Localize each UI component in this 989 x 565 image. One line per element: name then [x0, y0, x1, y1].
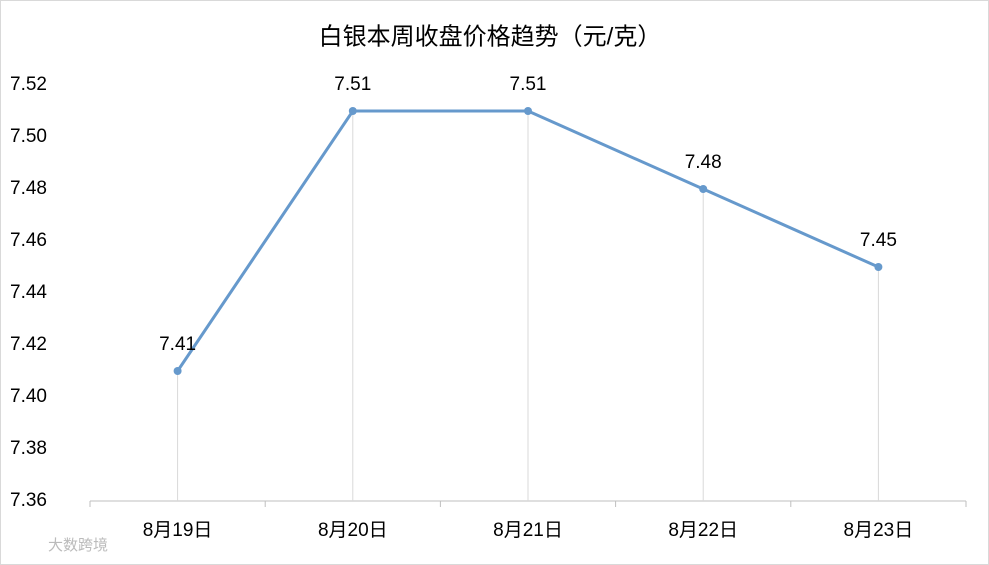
x-tick-label: 8月22日	[668, 520, 738, 541]
data-label: 7.41	[159, 334, 196, 355]
data-point	[874, 263, 883, 271]
data-point	[348, 107, 357, 115]
x-tick-label: 8月20日	[318, 520, 388, 541]
x-tick-label: 8月21日	[493, 520, 563, 541]
data-point	[699, 185, 708, 193]
data-label: 7.51	[510, 74, 547, 95]
data-label: 7.51	[334, 74, 371, 95]
watermark: 大数跨境	[48, 536, 108, 554]
y-tick-label: 7.36	[10, 490, 47, 511]
y-tick-label: 7.52	[10, 74, 47, 95]
y-tick-label: 7.44	[10, 282, 47, 303]
chart-title: 白银本周收盘价格趋势（元/克）	[319, 23, 662, 50]
data-point	[173, 367, 182, 375]
y-tick-label: 7.40	[10, 386, 47, 407]
x-tick-label: 8月19日	[143, 520, 213, 541]
y-tick-label: 7.42	[10, 334, 47, 355]
y-tick-label: 7.48	[10, 178, 47, 199]
y-tick-label: 7.38	[10, 438, 47, 459]
data-label: 7.45	[860, 230, 897, 251]
data-label: 7.48	[685, 152, 722, 173]
x-tick-label: 8月23日	[844, 520, 914, 541]
y-tick-label: 7.50	[10, 126, 47, 147]
data-point	[524, 107, 532, 115]
y-tick-label: 7.46	[10, 230, 47, 251]
